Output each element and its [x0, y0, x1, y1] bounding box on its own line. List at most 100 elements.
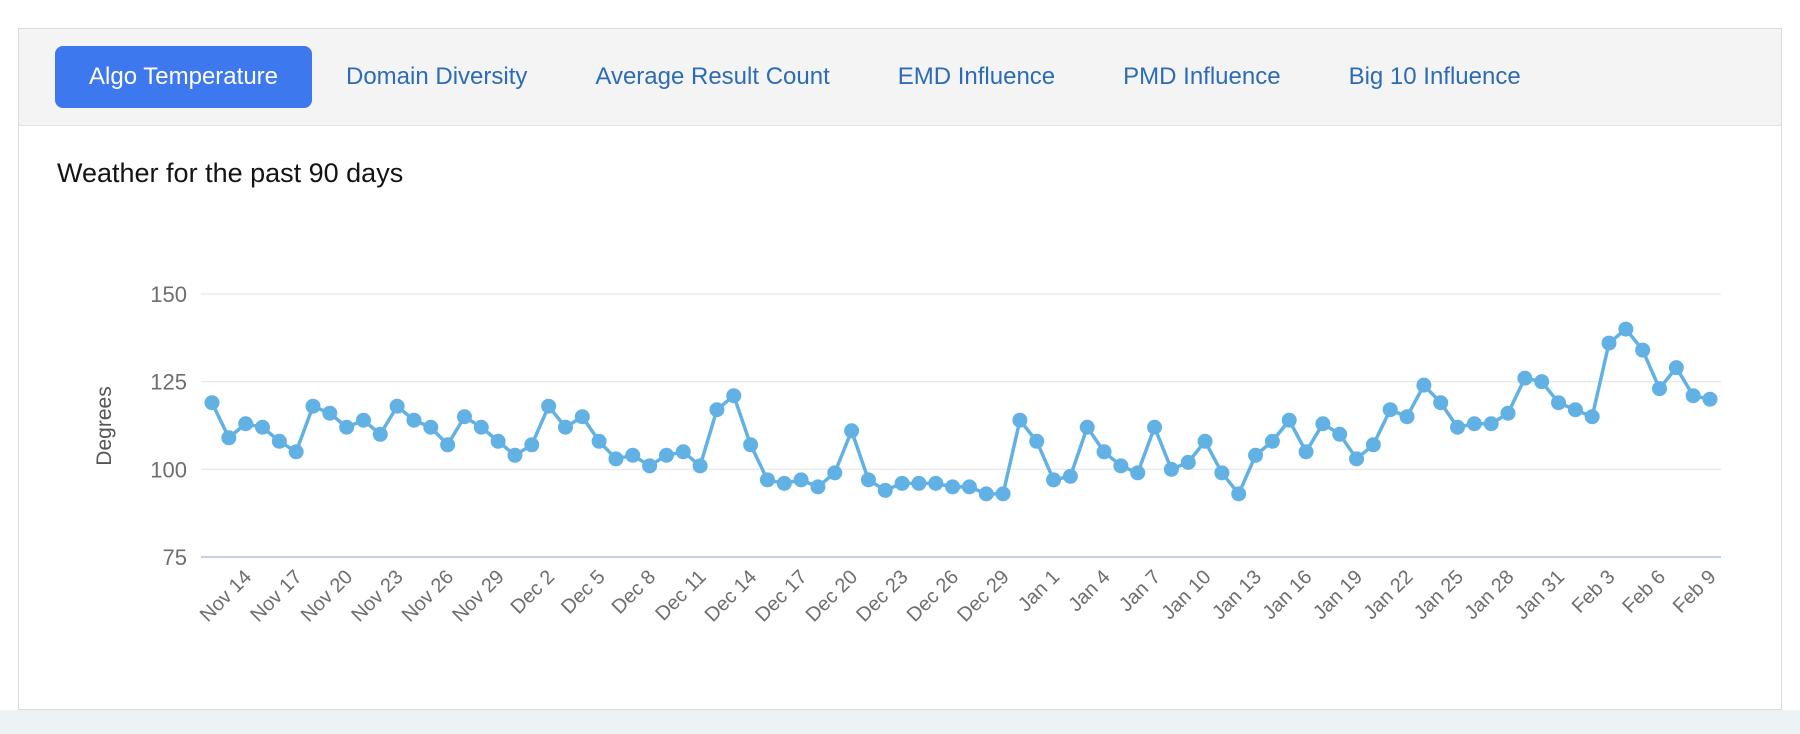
tab-domain-diversity[interactable]: Domain Diversity	[312, 46, 561, 108]
data-point[interactable]	[995, 486, 1011, 502]
data-point[interactable]	[288, 444, 304, 460]
data-point[interactable]	[1702, 391, 1718, 407]
data-point[interactable]	[221, 430, 237, 446]
data-point[interactable]	[1416, 377, 1432, 393]
chart-title: Weather for the past 90 days	[57, 158, 404, 188]
data-point[interactable]	[1551, 395, 1567, 411]
data-point[interactable]	[339, 419, 355, 435]
data-point[interactable]	[1601, 335, 1617, 351]
data-point[interactable]	[1534, 374, 1550, 390]
data-point[interactable]	[776, 475, 792, 491]
data-point[interactable]	[1349, 451, 1365, 467]
data-point[interactable]	[1281, 412, 1297, 428]
data-point[interactable]	[759, 472, 775, 488]
data-point[interactable]	[692, 458, 708, 474]
data-point[interactable]	[1618, 321, 1634, 337]
data-point[interactable]	[1029, 433, 1045, 449]
data-point[interactable]	[1248, 447, 1264, 463]
data-point[interactable]	[911, 475, 927, 491]
data-point[interactable]	[1635, 342, 1651, 358]
data-point[interactable]	[1062, 468, 1078, 484]
data-point[interactable]	[1584, 409, 1600, 425]
data-point[interactable]	[1466, 416, 1482, 432]
data-point[interactable]	[928, 475, 944, 491]
data-point[interactable]	[743, 437, 759, 453]
data-point[interactable]	[305, 398, 321, 414]
data-point[interactable]	[642, 458, 658, 474]
data-point[interactable]	[658, 447, 674, 463]
data-point[interactable]	[524, 437, 540, 453]
data-point[interactable]	[204, 395, 220, 411]
data-point[interactable]	[1046, 472, 1062, 488]
data-point[interactable]	[1079, 419, 1095, 435]
data-point[interactable]	[271, 433, 287, 449]
data-point[interactable]	[860, 472, 876, 488]
tab-emd-influence[interactable]: EMD Influence	[864, 46, 1089, 108]
tab-big-10-influence[interactable]: Big 10 Influence	[1315, 46, 1555, 108]
data-point[interactable]	[440, 437, 456, 453]
data-point[interactable]	[877, 482, 893, 498]
data-point[interactable]	[675, 444, 691, 460]
data-point[interactable]	[1500, 405, 1516, 421]
data-point[interactable]	[625, 447, 641, 463]
data-point[interactable]	[1382, 402, 1398, 418]
data-point[interactable]	[1113, 458, 1129, 474]
data-point[interactable]	[1668, 360, 1684, 376]
data-point[interactable]	[894, 475, 910, 491]
data-point[interactable]	[1147, 419, 1163, 435]
data-point[interactable]	[1214, 465, 1230, 481]
data-point[interactable]	[254, 419, 270, 435]
data-point[interactable]	[1332, 426, 1348, 442]
data-point[interactable]	[423, 419, 439, 435]
data-point[interactable]	[591, 433, 607, 449]
data-point[interactable]	[557, 419, 573, 435]
data-point[interactable]	[406, 412, 422, 428]
data-point[interactable]	[608, 451, 624, 467]
data-point[interactable]	[456, 409, 472, 425]
data-point[interactable]	[1517, 370, 1533, 386]
data-point[interactable]	[507, 447, 523, 463]
tab-algo-temperature[interactable]: Algo Temperature	[55, 46, 312, 108]
data-point[interactable]	[1163, 461, 1179, 477]
data-point[interactable]	[1315, 416, 1331, 432]
x-tick-label: Dec 23	[852, 566, 912, 626]
data-point[interactable]	[1231, 486, 1247, 502]
data-point[interactable]	[1130, 465, 1146, 481]
data-point[interactable]	[1298, 444, 1314, 460]
data-point[interactable]	[1652, 381, 1668, 397]
data-point[interactable]	[490, 433, 506, 449]
data-point[interactable]	[1483, 416, 1499, 432]
data-point[interactable]	[810, 479, 826, 495]
data-point[interactable]	[1264, 433, 1280, 449]
data-point[interactable]	[1685, 388, 1701, 404]
data-point[interactable]	[389, 398, 405, 414]
data-point[interactable]	[1012, 412, 1028, 428]
tab-pmd-influence[interactable]: PMD Influence	[1089, 46, 1314, 108]
data-point[interactable]	[961, 479, 977, 495]
data-point[interactable]	[574, 409, 590, 425]
data-point[interactable]	[1180, 454, 1196, 470]
data-point[interactable]	[793, 472, 809, 488]
data-point[interactable]	[355, 412, 371, 428]
data-point[interactable]	[1399, 409, 1415, 425]
data-point[interactable]	[322, 405, 338, 421]
data-point[interactable]	[1096, 444, 1112, 460]
data-point[interactable]	[1567, 402, 1583, 418]
data-point[interactable]	[1197, 433, 1213, 449]
tab-average-result-count[interactable]: Average Result Count	[561, 46, 863, 108]
data-point[interactable]	[372, 426, 388, 442]
data-point[interactable]	[844, 423, 860, 439]
data-point[interactable]	[238, 416, 254, 432]
data-point[interactable]	[709, 402, 725, 418]
data-point[interactable]	[945, 479, 961, 495]
data-point[interactable]	[473, 419, 489, 435]
data-point[interactable]	[541, 398, 557, 414]
data-point[interactable]	[726, 388, 742, 404]
data-point[interactable]	[827, 465, 843, 481]
tab-bar: Algo Temperature Domain Diversity Average …	[19, 29, 1781, 126]
data-point[interactable]	[1450, 419, 1466, 435]
data-point[interactable]	[1365, 437, 1381, 453]
data-point[interactable]	[978, 486, 994, 502]
data-point[interactable]	[1433, 395, 1449, 411]
